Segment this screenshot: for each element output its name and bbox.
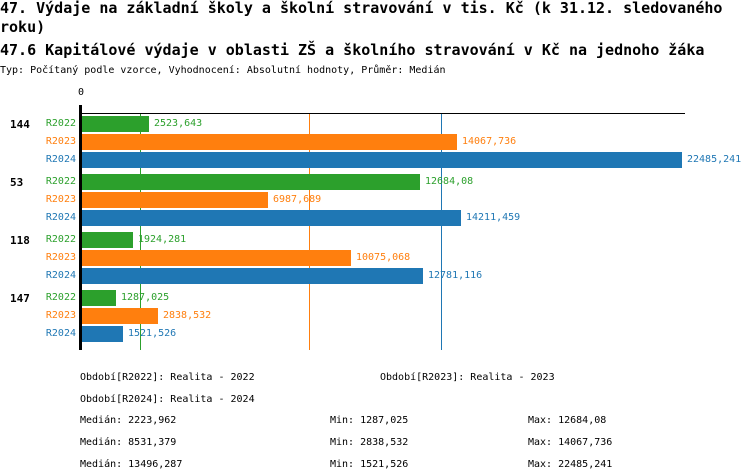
bar-r2023 <box>82 134 457 150</box>
bar-row-label-r2023: R2023 <box>45 136 76 147</box>
bar-row-label-r2022: R2022 <box>45 118 76 129</box>
bar-r2022 <box>82 290 116 306</box>
max-stat-r2023: Max: 14067,736 <box>528 437 613 448</box>
min-stat-r2023: Min: 2838,532 <box>330 437 409 448</box>
report-title: 47. Výdaje na základní školy a školní st… <box>0 0 723 36</box>
bar-value-label: 1287,025 <box>121 292 170 303</box>
bar-value-label: 14211,459 <box>466 212 521 223</box>
y-axis-line <box>79 105 82 350</box>
chart-subtitle: Typ: Počítaný podle vzorce, Vyhodnocení:… <box>0 65 446 76</box>
bar-row-label-r2023: R2023 <box>45 194 76 205</box>
legend-item-r2023: Období[R2023]: Realita - 2023 <box>380 372 555 383</box>
median-stat-r2022: Medián: 2223,962 <box>80 415 177 426</box>
bar-value-label: 1924,281 <box>138 234 187 245</box>
bar-r2023 <box>82 250 351 266</box>
bar-group-label: 147 <box>10 292 30 305</box>
bar-r2023 <box>82 192 268 208</box>
bar-r2022 <box>82 174 420 190</box>
median-line-r2022 <box>140 114 141 350</box>
bar-r2024 <box>82 268 423 284</box>
bar-value-label: 2523,643 <box>154 118 203 129</box>
bar-value-label: 2838,532 <box>163 310 212 321</box>
bar-value-label: 12781,116 <box>428 270 483 281</box>
bar-group-label: 144 <box>10 118 30 131</box>
bar-value-label: 14067,736 <box>462 136 517 147</box>
axis-zero-tick-label: 0 <box>77 87 85 98</box>
bar-row-label-r2023: R2023 <box>45 252 76 263</box>
median-stat-r2024: Medián: 13496,287 <box>80 459 183 470</box>
bar-group-label: 53 <box>10 176 24 189</box>
bar-row-label-r2023: R2023 <box>45 310 76 321</box>
bar-value-label: 22485,241 <box>687 154 742 165</box>
bar-group-label: 118 <box>10 234 30 247</box>
bar-row-label-r2024: R2024 <box>45 270 76 281</box>
median-stat-r2023: Medián: 8531,379 <box>80 437 177 448</box>
min-stat-r2022: Min: 1287,025 <box>330 415 409 426</box>
bar-r2024 <box>82 152 682 168</box>
bar-value-label: 6987,689 <box>273 194 322 205</box>
bar-row-label-r2024: R2024 <box>45 154 76 165</box>
bar-row-label-r2022: R2022 <box>45 292 76 303</box>
min-stat-r2024: Min: 1521,526 <box>330 459 409 470</box>
bar-value-label: 10075,068 <box>356 252 411 263</box>
bar-r2022 <box>82 116 149 132</box>
bar-value-label: 12684,08 <box>425 176 474 187</box>
bar-row-label-r2024: R2024 <box>45 328 76 339</box>
bar-r2023 <box>82 308 158 324</box>
legend-item-r2024: Období[R2024]: Realita - 2024 <box>80 394 255 405</box>
chart-title: 47.6 Kapitálové výdaje v oblasti ZŠ a šk… <box>0 41 705 59</box>
x-axis-line <box>81 113 685 114</box>
bar-value-label: 1521,526 <box>128 328 177 339</box>
median-line-r2024 <box>441 114 442 350</box>
bar-row-label-r2022: R2022 <box>45 234 76 245</box>
bar-r2024 <box>82 326 123 342</box>
bar-row-label-r2024: R2024 <box>45 212 76 223</box>
median-line-r2023 <box>309 114 310 350</box>
legend-item-r2022: Období[R2022]: Realita - 2022 <box>80 372 255 383</box>
chart-plot: 0 144 R2022 2523,643 R2023 14067,736 R2024 224… <box>10 87 742 350</box>
bar-row-label-r2022: R2022 <box>45 176 76 187</box>
bar-r2022 <box>82 232 133 248</box>
bar-r2024 <box>82 210 461 226</box>
max-stat-r2022: Max: 12684,08 <box>528 415 607 426</box>
max-stat-r2024: Max: 22485,241 <box>528 459 613 470</box>
